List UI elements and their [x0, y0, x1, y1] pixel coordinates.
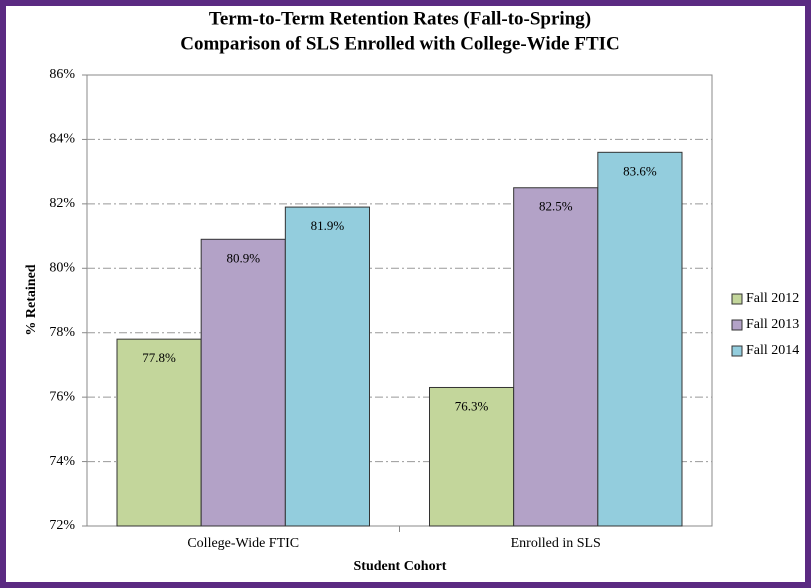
bar	[597, 151, 683, 527]
chart-title: Term-to-Term Retention Rates (Fall-to-Sp…	[209, 8, 591, 29]
bar	[116, 338, 202, 527]
value-label: 80.9%	[226, 250, 260, 265]
y-tick-label: 72%	[49, 518, 75, 533]
value-label: 81.9%	[311, 218, 345, 233]
legend-label: Fall 2013	[746, 317, 799, 332]
y-axis-title: % Retained	[24, 264, 39, 335]
y-tick-label: 80%	[49, 261, 75, 276]
value-label: 76.3%	[455, 398, 489, 413]
value-label: 83.6%	[623, 163, 657, 178]
x-tick-label: College-Wide FTIC	[187, 536, 299, 551]
legend-swatch	[731, 345, 743, 357]
y-tick-label: 82%	[49, 196, 75, 211]
value-label: 82.5%	[539, 199, 573, 214]
legend-swatch	[731, 319, 743, 331]
y-tick-label: 86%	[49, 67, 75, 82]
legend-swatch	[731, 293, 743, 305]
y-tick-label: 76%	[49, 389, 75, 404]
bar	[513, 187, 599, 527]
x-tick-label: Enrolled in SLS	[511, 536, 601, 551]
value-label: 77.8%	[142, 350, 176, 365]
legend-label: Fall 2014	[746, 343, 799, 358]
x-axis-title: Student Cohort	[354, 559, 447, 574]
bar	[429, 386, 515, 527]
y-tick-label: 78%	[49, 325, 75, 340]
chart-subtitle: Comparison of SLS Enrolled with College-…	[180, 33, 620, 54]
bar	[284, 206, 371, 527]
bar	[200, 238, 286, 527]
y-tick-label: 74%	[49, 454, 75, 469]
legend-label: Fall 2012	[746, 291, 799, 306]
y-tick-label: 84%	[49, 132, 75, 147]
